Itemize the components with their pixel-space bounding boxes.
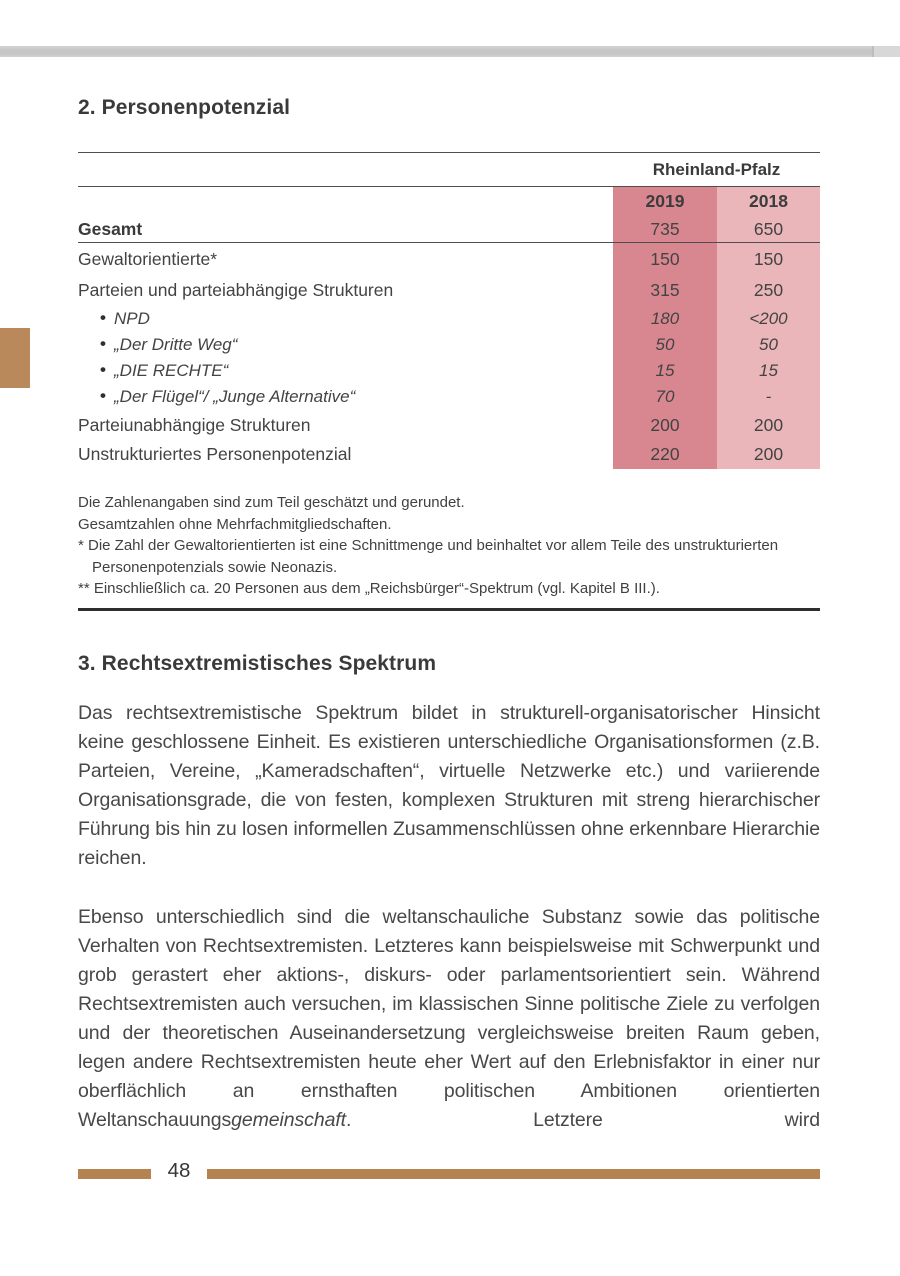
table-row-die-rechte: „DIE RECHTE“ 15 15 xyxy=(78,358,820,384)
row-value-2019: 180 xyxy=(613,306,717,332)
row-label: Gesamt xyxy=(78,218,143,239)
row-label: „Der Dritte Weg“ xyxy=(78,335,613,355)
row-value-2018: 200 xyxy=(717,410,820,440)
row-value-2019: 70 xyxy=(613,384,717,410)
table-row-der-dritte-weg: „Der Dritte Weg“ 50 50 xyxy=(78,332,820,358)
footnote-double-asterisk: ** Einschließlich ca. 20 Personen aus de… xyxy=(78,580,660,597)
table-row-der-fluegel: „Der Flügel“/ „Junge Alternative“ 70 - xyxy=(78,384,820,410)
table-row-gewaltorientierte: Gewaltorientierte* 150 150 xyxy=(78,243,820,275)
row-value-2019: 50 xyxy=(613,332,717,358)
page-top-edge-light-segment xyxy=(872,46,900,57)
body-paragraph-2: Ebenso unterschiedlich sind die weltansc… xyxy=(78,903,820,1135)
row-value-2019: 315 xyxy=(613,275,717,306)
footnote-rounding: Die Zahlenangaben sind zum Teil geschätz… xyxy=(78,494,465,511)
column-header-2019: 2019 xyxy=(613,187,717,216)
footer-accent-bar-left xyxy=(78,1169,151,1179)
row-value-2019: 15 xyxy=(613,358,717,384)
region-header: Rheinland-Pfalz xyxy=(652,159,781,179)
paragraph-2-italic-word: gemeinschaft xyxy=(231,1109,346,1131)
section-divider-rule xyxy=(78,608,820,611)
table-footnotes: Die Zahlenangaben sind zum Teil geschätz… xyxy=(78,492,820,600)
row-value-2019: 150 xyxy=(613,243,717,275)
table-row-parteiunabhaengige: Parteiunabhängige Strukturen 200 200 xyxy=(78,410,820,440)
table-column-header-row: 2019 2018 xyxy=(78,187,820,216)
table-rule-top xyxy=(78,152,820,153)
row-label: Gewaltorientierte* xyxy=(78,248,218,269)
page-number: 48 xyxy=(167,1159,191,1182)
footnote-memberships: Gesamtzahlen ohne Mehrfachmitgliedschaft… xyxy=(78,515,392,533)
row-value-2018: 650 xyxy=(717,216,820,242)
row-label: Parteien und parteiabhängige Strukturen xyxy=(78,280,394,300)
row-value-2018: 50 xyxy=(717,332,820,358)
row-label: „DIE RECHTE“ xyxy=(78,361,613,381)
paragraph-2-text: Ebenso unterschiedlich sind die weltansc… xyxy=(78,906,820,1131)
footer-accent-bar-right xyxy=(207,1169,820,1179)
row-value-2019: 200 xyxy=(613,410,717,440)
row-label: Parteiunabhängige Strukturen xyxy=(78,414,311,435)
row-value-2019: 735 xyxy=(613,216,717,242)
row-value-2018: 150 xyxy=(717,243,820,275)
footnote-asterisk: * Die Zahl der Gewaltorientierten ist ei… xyxy=(78,537,779,576)
personenpotenzial-table: Rheinland-Pfalz 2019 2018 Gesamt 735 650… xyxy=(78,152,820,469)
column-header-2018: 2018 xyxy=(717,187,820,216)
row-value-2018: 15 xyxy=(717,358,820,384)
section-2-heading: 2. Personenpotenzial xyxy=(78,96,291,119)
row-value-2018: <200 xyxy=(717,306,820,332)
table-row-unstrukturiertes: Unstrukturiertes Personenpotenzial 220 2… xyxy=(78,440,820,469)
table-row-parteien: Parteien und parteiabhängige Strukturen … xyxy=(78,275,820,306)
row-value-2018: 250 xyxy=(717,275,820,306)
paragraph-2-tail: . Letztere wird xyxy=(345,1109,820,1131)
row-value-2018: 200 xyxy=(717,440,820,469)
row-label: NPD xyxy=(78,309,613,329)
table-row-gesamt: Gesamt 735 650 xyxy=(78,216,820,242)
table-region-header-row: Rheinland-Pfalz xyxy=(78,153,820,186)
page-top-edge-bar xyxy=(0,46,900,57)
row-value-2019: 220 xyxy=(613,440,717,469)
table-row-npd: NPD 180 <200 xyxy=(78,306,820,332)
row-value-2018: - xyxy=(717,384,820,410)
body-paragraph-1: Das rechtsextremistische Spektrum bildet… xyxy=(78,702,820,869)
table-rule-under-gesamt xyxy=(78,242,820,243)
row-label: „Der Flügel“/ „Junge Alternative“ xyxy=(78,387,613,407)
row-label: Unstrukturiertes Personenpotenzial xyxy=(78,444,352,464)
section-3-heading: 3. Rechtsextremistisches Spektrum xyxy=(78,652,437,675)
chapter-tab-marker xyxy=(0,328,30,388)
table-rule-under-region xyxy=(78,186,820,187)
